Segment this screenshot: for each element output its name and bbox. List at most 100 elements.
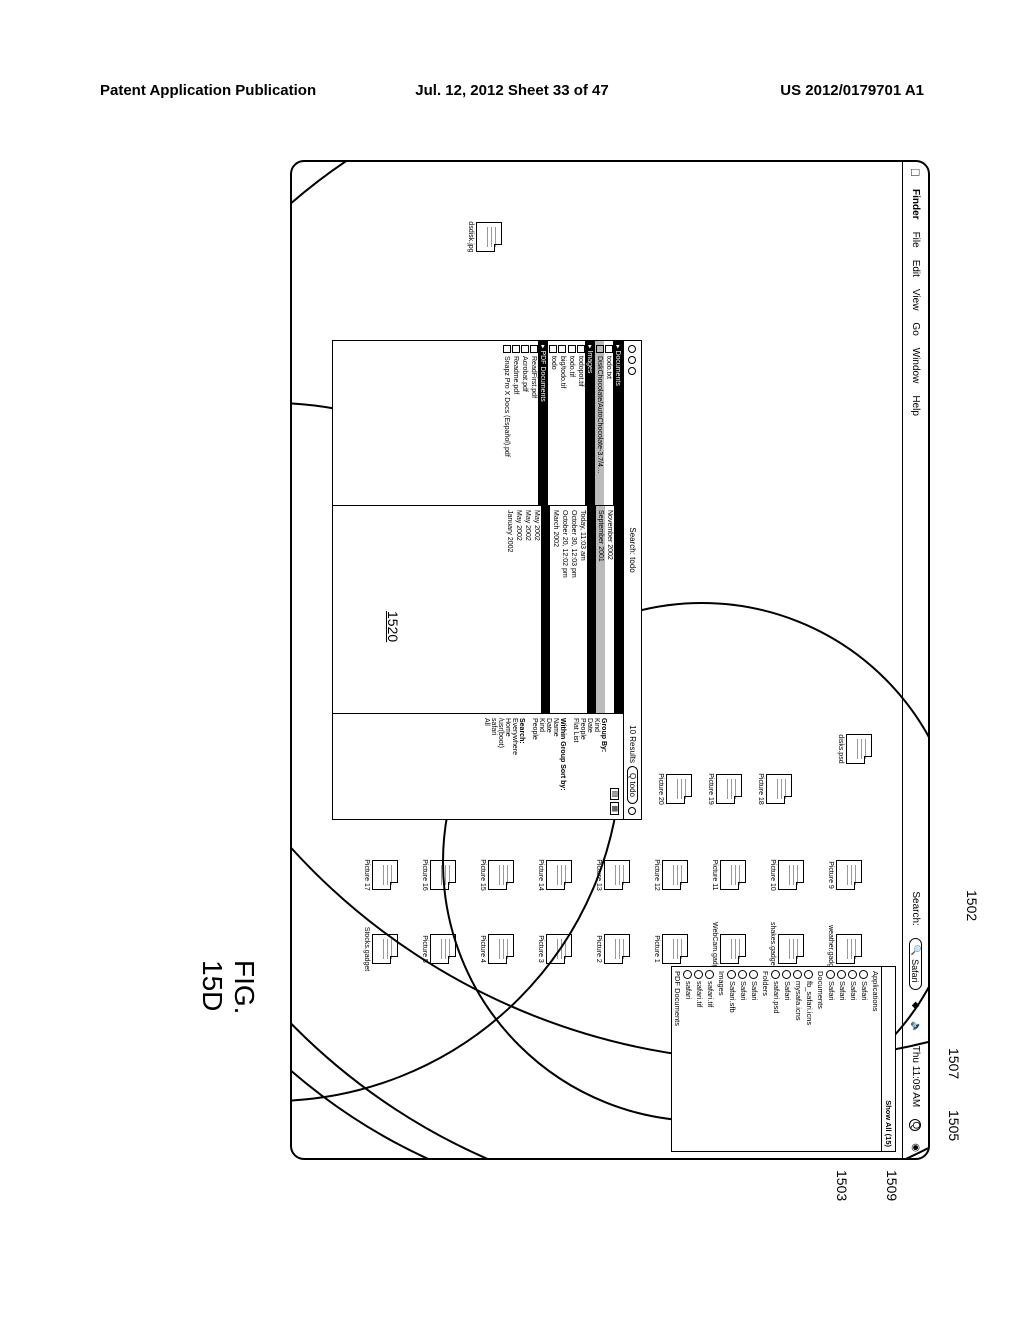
desktop-icon[interactable]: Picture 18 <box>757 762 792 816</box>
finder-result-date: November 2002 <box>605 506 614 713</box>
desktop-icon[interactable]: Picture 15 <box>479 848 514 902</box>
desktop-icon[interactable]: Picture 17 <box>363 848 398 902</box>
finder-results-list: ▸ Documentstodo.txtDiskChocolate/AutoCho… <box>333 341 623 506</box>
zoom-icon[interactable] <box>629 367 637 375</box>
group-by-option[interactable]: Date <box>586 718 593 815</box>
finder-result-row[interactable]: Acrobat.pdf <box>520 341 529 505</box>
header-left: Patent Application Publication <box>100 82 316 99</box>
finder-results: 10 Results <box>628 725 637 763</box>
search-scope-option[interactable]: safari <box>490 718 497 815</box>
icon-label: Picture 13 <box>595 848 602 902</box>
callout-1520: 1520 <box>385 611 401 642</box>
desktop-icon[interactable]: dsdisk.jpg <box>467 210 502 264</box>
screen-frame:  Finder File Edit View Go Window Help S… <box>290 160 930 1160</box>
view-icon[interactable]: ▤ <box>610 788 619 801</box>
search-scope-option[interactable]: Home <box>504 718 511 815</box>
finder-result-row[interactable]: ReadFirst.pdf <box>529 341 538 505</box>
finder-result-date: May 2002 <box>514 506 523 713</box>
finder-result-date: May 2002 <box>532 506 541 713</box>
search-scope-option[interactable]: All <box>483 718 490 815</box>
desktop-icon[interactable]: Stocks.gadget <box>363 922 398 976</box>
icon-label: disks.psd <box>837 722 844 776</box>
icon-label: Picture 2 <box>595 922 602 976</box>
minimize-icon[interactable] <box>629 356 637 364</box>
desktop-icon[interactable]: Picture 4 <box>479 922 514 976</box>
file-icon <box>503 345 511 353</box>
spotlight-group-label: Folders <box>760 967 771 1151</box>
file-icon <box>766 774 792 804</box>
desktop-icon[interactable]: disks.psd <box>837 722 872 776</box>
desktop-icon[interactable]: Picture 14 <box>537 848 572 902</box>
icon-label: Picture 19 <box>707 762 714 816</box>
callout-1507: 1507 <box>946 1048 962 1079</box>
desktop-icon[interactable]: Picture 2 <box>595 922 630 976</box>
spotlight-showall[interactable]: Show All (15) <box>881 967 895 1151</box>
spotlight-result[interactable]: Safari <box>837 967 848 1151</box>
group-by-option[interactable]: People <box>579 718 586 815</box>
spotlight-result[interactable]: Safari <box>782 967 793 1151</box>
spotlight-result[interactable]: Safari <box>826 967 837 1151</box>
icon-label: Picture 12 <box>653 848 660 902</box>
search-scope-option[interactable]: /usr(boot) <box>497 718 504 815</box>
spotlight-result[interactable]: Safari <box>848 967 859 1151</box>
desktop-icon[interactable]: Picture 9 <box>827 848 862 902</box>
desktop-icon[interactable]: Picture 5 <box>421 922 456 976</box>
finder-titlebar[interactable]: Search: todo 10 Results Q todo <box>623 341 641 819</box>
file-icon <box>488 860 514 890</box>
desktop-icon[interactable]: Picture 10 <box>769 848 804 902</box>
desktop-icon[interactable]: Picture 16 <box>421 848 456 902</box>
spotlight-result[interactable]: safari.tif <box>694 967 705 1151</box>
view-icon[interactable]: ▦ <box>610 802 619 815</box>
finder-result-row[interactable]: todopot.tif <box>576 341 585 505</box>
desktop-icon[interactable]: Picture 20 <box>657 762 692 816</box>
desktop-icon[interactable]: Picture 11 <box>711 848 746 902</box>
spotlight-result[interactable]: safari.tif <box>705 967 716 1151</box>
finder-result-row[interactable]: todo.tif <box>567 341 576 505</box>
desktop-icon[interactable]: Picture 3 <box>537 922 572 976</box>
within-sort-option[interactable]: Date <box>545 718 552 815</box>
file-icon <box>430 934 456 964</box>
within-sort-option[interactable]: Name <box>552 718 559 815</box>
finder-result-row[interactable]: todo <box>548 341 557 505</box>
file-icon <box>488 934 514 964</box>
spotlight-result[interactable]: Safari.sfb <box>727 967 738 1151</box>
icon-label: Picture 17 <box>363 848 370 902</box>
finder-window[interactable]: Search: todo 10 Results Q todo ▸ Documen… <box>332 340 642 820</box>
file-icon <box>836 860 862 890</box>
search-icon: Q <box>628 773 637 779</box>
group-by-option[interactable]: Kind <box>593 718 600 815</box>
toolbar-toggle-icon[interactable] <box>629 807 637 815</box>
search-scope-option[interactable]: Everywhere <box>511 718 518 815</box>
icon-label: Picture 11 <box>711 848 718 902</box>
file-icon <box>577 345 585 353</box>
spotlight-group-label: Applications <box>870 967 881 1151</box>
spotlight-result[interactable]: safari.psd <box>771 967 782 1151</box>
finder-result-row[interactable]: big/todo.tif <box>558 341 567 505</box>
desktop-icon[interactable]: Picture 19 <box>707 762 742 816</box>
finder-search-pill[interactable]: Q todo <box>627 766 638 804</box>
icon-label: Stocks.gadget <box>363 922 370 976</box>
desktop[interactable]: Show All (15) ApplicationsSafariSafariSa… <box>292 162 902 1158</box>
finder-result-row[interactable]: Readme.pdf <box>511 341 520 505</box>
within-sort-option[interactable]: People <box>531 718 538 815</box>
spotlight-result[interactable]: safari <box>683 967 694 1151</box>
icon-label: Picture 16 <box>421 848 428 902</box>
file-icon <box>846 734 872 764</box>
within-sort-option[interactable]: Kind <box>538 718 545 815</box>
spotlight-result[interactable]: Safari <box>859 967 870 1151</box>
spotlight-result[interactable]: fb_safari.icns <box>804 967 815 1151</box>
desktop-icon[interactable]: Picture 12 <box>653 848 688 902</box>
group-by-option[interactable]: Flat List <box>572 718 579 815</box>
finder-result-row[interactable]: todo.txt <box>604 341 613 505</box>
finder-result-row[interactable]: Snapz Pro X Docs (Español).pdf <box>502 341 511 505</box>
finder-group-head: ▸ Documents <box>613 341 623 505</box>
spotlight-result[interactable]: Safari <box>749 967 760 1151</box>
desktop-icon[interactable]: Picture 13 <box>595 848 630 902</box>
spotlight-result[interactable]: mysafa.icns <box>793 967 804 1151</box>
finder-result-row[interactable]: DiskChocolate/AutoChocolate-3.7/4… <box>595 341 604 505</box>
finder-dates-column: November 2002September 2001 Today, 11:03… <box>333 506 623 714</box>
close-icon[interactable] <box>629 345 637 353</box>
spotlight-result[interactable]: Safari <box>738 967 749 1151</box>
icon-label: dsdisk.jpg <box>467 210 474 264</box>
icon-label: Picture 5 <box>421 922 428 976</box>
